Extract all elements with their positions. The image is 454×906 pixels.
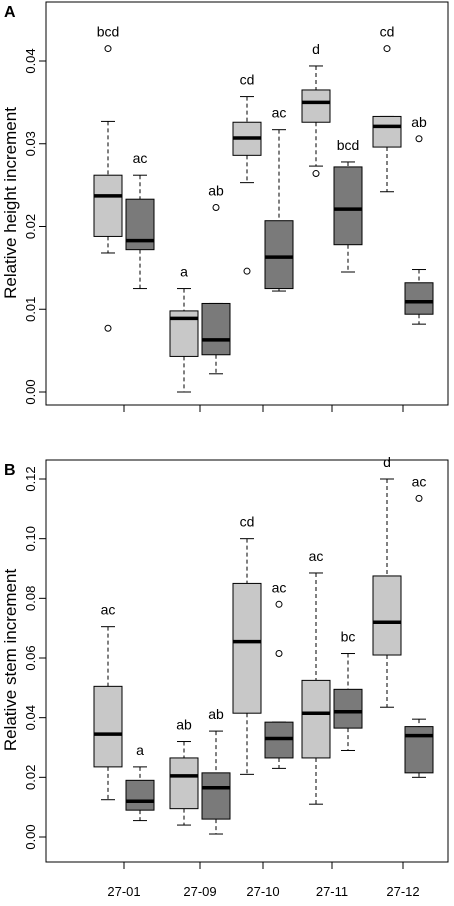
y-tick-label: 0.02	[23, 214, 38, 239]
iqr-box	[201, 772, 231, 820]
y-tick-label: 0.02	[23, 765, 38, 790]
box-27-12-light: d	[372, 454, 402, 708]
outlier-point	[212, 203, 220, 211]
iqr-box	[404, 726, 434, 774]
y-tick-label: 0.12	[23, 466, 38, 491]
significance-label: d	[312, 41, 320, 57]
box-27-12-dark: ac	[404, 473, 434, 778]
panel-a-y-axis-title: Relative height increment	[1, 107, 20, 299]
box-27-01-dark: ac	[125, 150, 155, 290]
iqr-box	[372, 575, 402, 656]
x-tick-label: 27-11	[316, 884, 348, 899]
panel-a-x-axis	[123, 404, 404, 412]
outlier-point	[275, 650, 283, 658]
outlier-point	[104, 45, 112, 53]
iqr-box	[93, 174, 123, 237]
outlier-point	[104, 324, 112, 332]
iqr-box	[232, 582, 262, 714]
y-tick-label: 0.03	[23, 131, 38, 156]
x-tick-label: 27-01	[107, 884, 140, 899]
iqr-box	[201, 302, 231, 356]
box-27-10-dark: ac	[264, 105, 294, 292]
significance-label: cd	[240, 72, 255, 88]
y-tick-label: 0.00	[23, 824, 38, 849]
significance-label: ac	[101, 602, 116, 618]
y-tick-label: 0.00	[23, 379, 38, 404]
panel-b-y-axis: 0.00 0.02 0.04 0.06 0.08 0.10 0.12	[23, 466, 47, 850]
iqr-box	[93, 685, 123, 768]
panel-b-x-axis: 27-01 27-09 27-10 27-11 27-12	[107, 861, 420, 899]
panel-a-boxes: bcd ac a ab cd ac d bcd cd ab	[93, 24, 434, 393]
box-27-01-light: bcd	[93, 24, 123, 332]
y-tick-label: 0.08	[23, 586, 38, 611]
iqr-box	[333, 688, 363, 729]
x-tick-label: 27-10	[246, 884, 279, 899]
box-27-01-light: ac	[93, 602, 123, 801]
iqr-box	[125, 779, 155, 811]
significance-label: ac	[309, 548, 324, 564]
panel-b: B Relative stem increment 0.000.020.040.…	[1, 454, 449, 899]
iqr-box	[372, 115, 402, 148]
box-27-09-light: ab	[169, 717, 199, 826]
iqr-box	[404, 282, 434, 315]
outlier-point	[312, 170, 320, 178]
box-27-09-dark: ab	[201, 706, 231, 835]
x-tick-label: 27-09	[183, 884, 216, 899]
box-27-09-light: a	[169, 264, 199, 393]
box-27-11-light: ac	[301, 548, 331, 805]
significance-label: ab	[208, 706, 224, 722]
x-tick-label: 27-12	[386, 884, 419, 899]
iqr-box	[169, 757, 199, 810]
significance-label: bc	[341, 629, 356, 645]
significance-label: ab	[176, 717, 192, 733]
panel-a: A Relative height increment 0.00 0.01 0.02…	[1, 1, 449, 412]
outlier-point	[415, 494, 423, 502]
significance-label: a	[136, 742, 144, 758]
significance-label: cd	[380, 24, 395, 40]
box-27-10-dark: ac	[264, 579, 294, 769]
outlier-point	[275, 600, 283, 608]
box-27-01-dark: a	[125, 742, 155, 822]
y-tick-label: 0.04	[23, 48, 38, 73]
outlier-point	[383, 45, 391, 53]
box-27-11-dark: bc	[333, 629, 363, 751]
significance-label: ac	[133, 150, 148, 166]
significance-label: ac	[412, 473, 427, 489]
significance-label: bcd	[97, 24, 120, 40]
significance-label: cd	[240, 514, 255, 530]
box-27-10-light: cd	[232, 72, 262, 275]
significance-label: a	[180, 264, 188, 280]
significance-label: ac	[272, 579, 287, 595]
y-tick-label: 0.01	[23, 297, 38, 322]
significance-label: ac	[272, 105, 287, 121]
y-tick-label: 0.04	[23, 705, 38, 730]
box-27-11-light: d	[301, 41, 331, 178]
significance-label: ab	[411, 114, 427, 130]
box-27-10-light: cd	[232, 514, 262, 775]
outlier-point	[415, 135, 423, 143]
significance-label: d	[383, 454, 391, 470]
box-27-11-dark: bcd	[333, 137, 363, 273]
box-27-09-dark: ab	[201, 182, 231, 375]
iqr-box	[264, 220, 294, 290]
iqr-box	[301, 679, 331, 759]
panel-a-y-axis: 0.00 0.01 0.02 0.03 0.04	[23, 48, 47, 405]
panel-b-letter: B	[4, 462, 16, 479]
panel-a-letter: A	[4, 4, 16, 21]
y-tick-label: 0.10	[23, 526, 38, 551]
outlier-point	[243, 267, 251, 275]
y-tick-label: 0.06	[23, 645, 38, 670]
box-27-12-dark: ab	[404, 114, 434, 325]
iqr-box	[301, 89, 331, 123]
significance-label: ab	[208, 182, 224, 198]
significance-label: bcd	[337, 137, 360, 153]
iqr-box	[333, 166, 363, 246]
box-27-12-light: cd	[372, 24, 402, 193]
panel-b-y-axis-title: Relative stem increment	[1, 569, 20, 752]
